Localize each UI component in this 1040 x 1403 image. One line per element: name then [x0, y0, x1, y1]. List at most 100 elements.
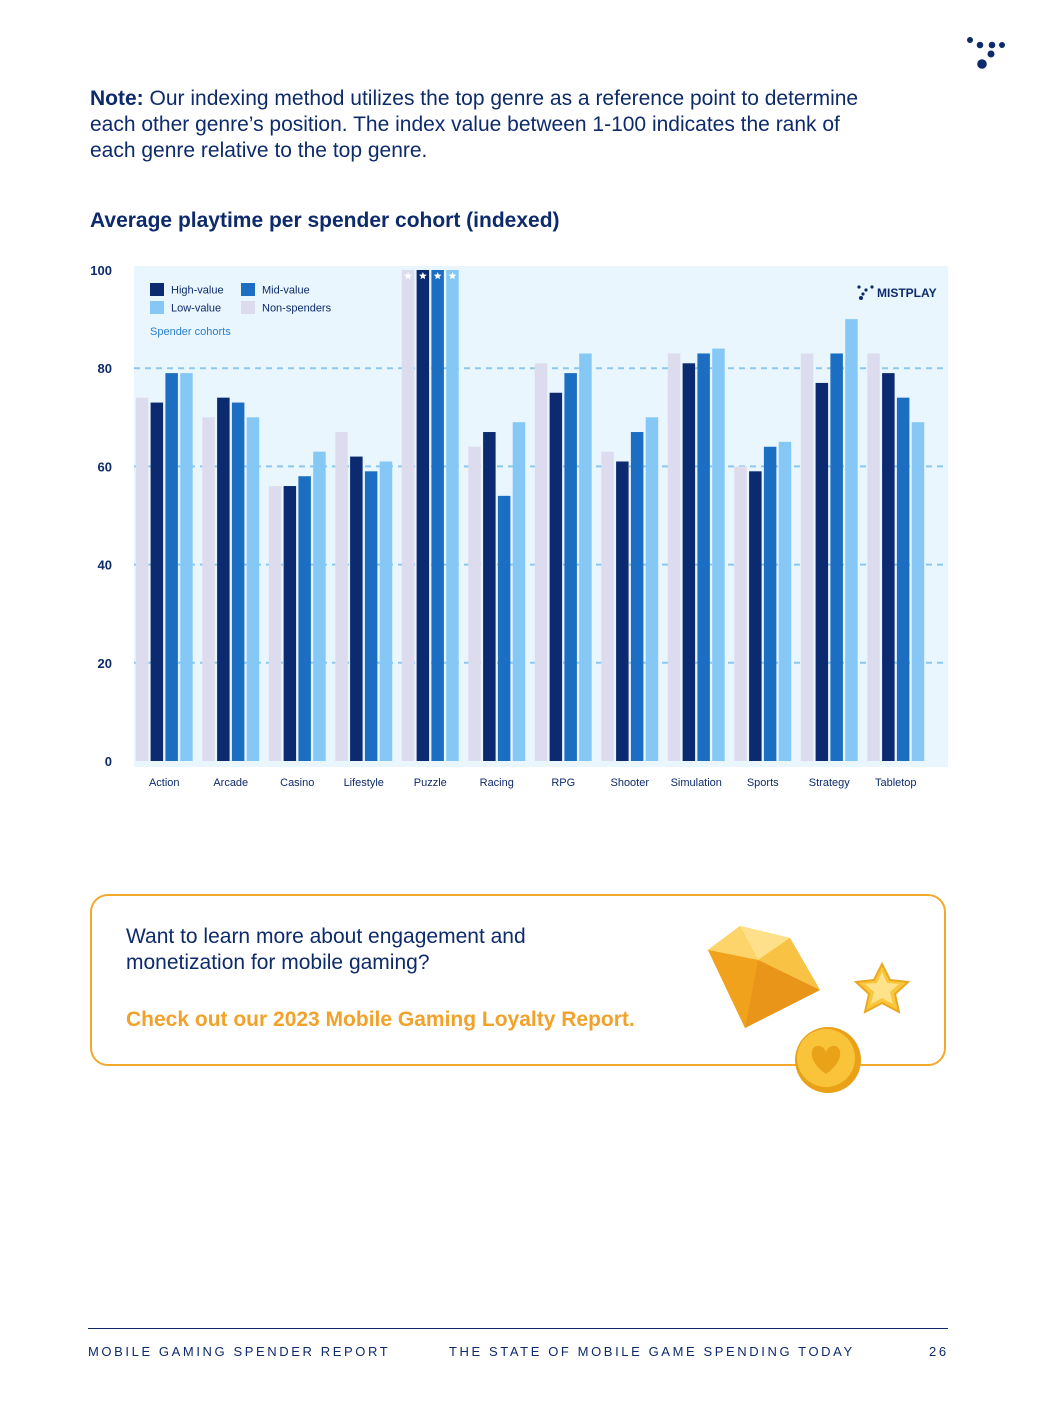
bar-low-tabletop	[911, 422, 925, 761]
legend-swatch-high	[150, 283, 164, 296]
bar-mid-simulation	[697, 353, 710, 761]
bar-high-casino	[283, 486, 297, 761]
bar-high-simulation	[682, 363, 696, 761]
x-tick-label: Strategy	[809, 777, 850, 789]
bar-non-tabletop	[867, 353, 880, 761]
mistplay-logo-dot	[861, 292, 865, 296]
bar-high-tabletop	[882, 373, 895, 761]
playtime-bar-chart: 0 20 40 60 80 100 Action Arcade Casino Lifestyle P…	[90, 263, 948, 789]
legend-swatch-low	[150, 301, 164, 314]
bar-non-sports	[734, 466, 747, 761]
bar-low-sports	[778, 441, 792, 761]
x-tick-label: Tabletop	[875, 777, 917, 789]
x-tick-label: Arcade	[213, 777, 248, 789]
footer-section-title: THE STATE OF MOBILE GAME SPENDING TODAY	[449, 1344, 855, 1359]
legend-label-low: Low-value	[171, 303, 221, 315]
x-tick-label: Lifestyle	[344, 777, 384, 789]
index-note: Note: Our indexing method utilizes the t…	[90, 86, 890, 164]
bar-non-arcade	[202, 417, 215, 761]
cta-question: Want to learn more about engagement and …	[126, 925, 526, 974]
y-tick-label: 20	[98, 656, 112, 671]
diamond-icon	[708, 926, 820, 1028]
x-tick-label: Casino	[280, 777, 314, 789]
x-tick-label: Sports	[747, 777, 779, 789]
y-tick-label: 60	[98, 459, 112, 474]
top-genre-star-icon	[448, 272, 457, 280]
top-genre-star-icon	[433, 272, 442, 280]
bar-high-rpg	[549, 392, 563, 761]
bar-high-sports	[749, 471, 762, 761]
legend-label-mid: Mid-value	[262, 285, 310, 297]
bar-mid-rpg	[564, 373, 577, 761]
note-label: Note:	[90, 87, 144, 110]
bar-non-rpg	[534, 363, 548, 761]
legend-label-high: High-value	[171, 285, 224, 297]
bar-mid-action	[165, 373, 178, 761]
bar-mid-arcade	[231, 402, 245, 761]
bar-non-action	[135, 397, 149, 761]
diamond-star-coin-illustration	[708, 926, 911, 1093]
bar-mid-sports	[763, 446, 777, 761]
bar-non-strategy	[800, 353, 814, 761]
bar-high-arcade	[217, 397, 230, 761]
bar-high-shooter	[616, 461, 629, 761]
bar-low-simulation	[712, 348, 725, 761]
top-genre-star-icon	[419, 272, 427, 280]
x-tick-label: Simulation	[671, 777, 722, 789]
bar-low-arcade	[246, 417, 260, 761]
bar-mid-casino	[298, 476, 311, 761]
bar-low-strategy	[845, 319, 858, 761]
bar-low-shooter	[645, 417, 659, 761]
mistplay-logo-dot	[859, 296, 863, 300]
bar-mid-racing	[497, 495, 511, 761]
legend-title: Spender cohorts	[150, 326, 231, 338]
bar-non-racing	[468, 446, 481, 761]
bar-mid-shooter	[630, 432, 644, 761]
bar-low-puzzle	[446, 270, 459, 761]
bar-high-action	[150, 402, 164, 761]
bar-low-action	[180, 373, 193, 761]
x-tick-label: Racing	[480, 777, 514, 789]
x-tick-label: Action	[149, 777, 180, 789]
star-icon	[853, 961, 911, 1014]
bar-mid-tabletop	[896, 397, 910, 761]
footer-page-number: 26	[929, 1344, 949, 1359]
x-tick-label: Shooter	[610, 777, 649, 789]
bar-non-shooter	[601, 451, 614, 761]
mistplay-logo-dot	[857, 285, 861, 289]
top-genre-star-icon	[404, 272, 412, 280]
bar-non-casino	[268, 486, 282, 761]
brand-dots-logo	[967, 37, 1005, 69]
bar-non-puzzle	[401, 270, 415, 761]
loyalty-report-link[interactable]: Check out our 2023 Mobile Gaming Loyalty…	[126, 1008, 635, 1031]
legend-label-non: Non-spenders	[262, 303, 332, 315]
note-text: Our indexing method utilizes the top gen…	[90, 87, 859, 162]
y-tick-label: 40	[98, 558, 112, 573]
y-tick-label: 0	[105, 754, 112, 769]
bar-high-strategy	[815, 382, 829, 761]
y-tick-label: 80	[98, 361, 112, 376]
bar-high-lifestyle	[350, 456, 363, 761]
footer-report-name: MOBILE GAMING SPENDER REPORT	[88, 1344, 391, 1359]
x-tick-label: Puzzle	[414, 777, 447, 789]
x-tick-label: RPG	[551, 777, 575, 789]
mistplay-logo-dot	[870, 285, 874, 289]
footer-divider	[88, 1328, 948, 1329]
bar-mid-strategy	[830, 353, 843, 761]
heart-coin-icon	[795, 1027, 861, 1093]
bar-mid-puzzle	[431, 270, 444, 761]
chart-title: Average playtime per spender cohort (ind…	[90, 209, 560, 232]
y-tick-label: 100	[90, 263, 112, 278]
bar-high-puzzle	[416, 270, 430, 761]
bar-low-racing	[512, 422, 526, 761]
bar-mid-lifestyle	[364, 471, 378, 761]
legend-swatch-non	[241, 301, 255, 314]
mistplay-watermark: MISTPLAY	[877, 286, 937, 300]
bar-non-simulation	[667, 353, 681, 761]
bar-high-racing	[483, 432, 496, 761]
legend-swatch-mid	[241, 283, 255, 296]
bar-low-rpg	[579, 353, 592, 761]
mistplay-logo-dot	[864, 288, 868, 292]
bar-low-lifestyle	[379, 461, 393, 761]
bar-non-lifestyle	[335, 432, 348, 761]
